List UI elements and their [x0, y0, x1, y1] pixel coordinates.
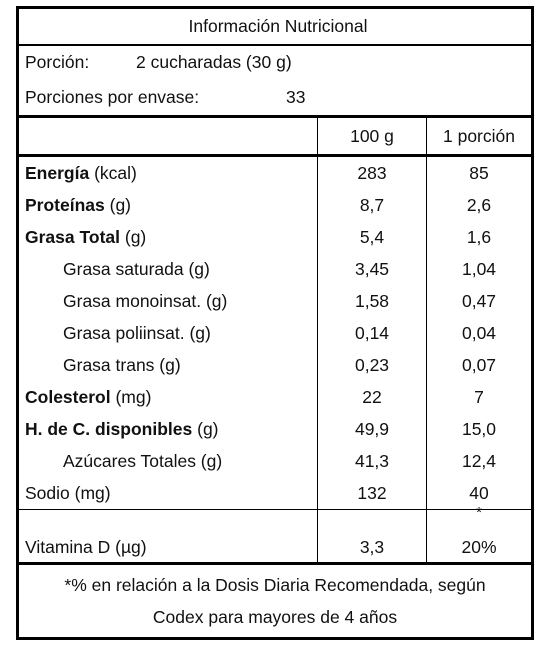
- value-100g: 283: [317, 155, 427, 189]
- vitamin-portion: 20%: [461, 537, 497, 557]
- value-100g: 3,45: [317, 253, 427, 285]
- servings-row: Porciones por envase: 33: [17, 79, 533, 118]
- nutrient-row: Energía (kcal) 283 85: [17, 155, 533, 189]
- nutrient-unit: (mg): [115, 386, 152, 407]
- nutrient-unit: (g): [124, 226, 147, 247]
- value-100g: 8,7: [317, 189, 427, 221]
- footnote-line: *% en relación a la Dosis Diaria Recomen…: [64, 575, 486, 595]
- vitamin-100g: 3,3: [317, 509, 427, 564]
- value-100g: 0,14: [317, 317, 427, 349]
- nutrient-name: H. de C. disponibles (g): [17, 413, 318, 445]
- nutrient-label: Grasa Total: [25, 226, 120, 247]
- serving-value: 2 cucharadas (30 g): [136, 52, 292, 72]
- value-portion: 7: [426, 381, 533, 413]
- column-header: 100 g: [317, 116, 427, 157]
- nutrient-row: Grasa saturada (g) 3,45 1,04: [17, 253, 533, 285]
- value-100g: 41,3: [317, 445, 427, 477]
- nutrient-row: Grasa poliinsat. (g) 0,14 0,04: [17, 317, 533, 349]
- nutrient-row: Sodio (mg) 132 40: [17, 477, 533, 510]
- nutrient-unit: (g): [197, 418, 219, 439]
- servings-label: Porciones por envase:: [25, 86, 200, 107]
- nutrient-row: Proteínas (g) 8,7 2,6: [17, 189, 533, 221]
- value-portion: 0,07: [426, 349, 533, 381]
- serving-row: Porción: 2 cucharadas (30 g): [18, 45, 533, 79]
- nutrient-name: Grasa trans (g): [17, 349, 318, 381]
- nutrient-label: Energía: [25, 162, 90, 183]
- value-portion: 2,6: [426, 189, 533, 221]
- nutrient-name: Sodio (mg): [17, 477, 318, 510]
- nutrient-name: Grasa Total (g): [17, 221, 318, 253]
- nutrient-name: Grasa poliinsat. (g): [17, 317, 318, 349]
- nutrient-name: Grasa saturada (g): [17, 253, 318, 285]
- value-100g: 0,23: [317, 349, 427, 381]
- value-portion: 0,04: [426, 317, 533, 349]
- nutrient-name: Energía (kcal): [17, 155, 318, 189]
- nutrient-row: Colesterol (mg) 22 7: [17, 381, 533, 413]
- header-row: 100 g 1 porción: [17, 116, 533, 157]
- nutrient-row: H. de C. disponibles (g) 49,9 15,0: [17, 413, 533, 445]
- value-portion: 12,4: [426, 445, 533, 477]
- value-portion: 1,04: [426, 253, 533, 285]
- nutrient-row: Grasa monoinsat. (g) 1,58 0,47: [17, 285, 533, 317]
- value-portion: 40: [426, 477, 533, 510]
- nutrient-name: Azúcares Totales (g): [17, 445, 318, 477]
- nutrient-name: Colesterol (mg): [17, 381, 318, 413]
- nutrient-name: Grasa monoinsat. (g): [17, 285, 318, 317]
- nutrient-row: Azúcares Totales (g) 41,3 12,4: [17, 445, 533, 477]
- value-portion: 1,6: [426, 221, 533, 253]
- value-100g: 1,58: [317, 285, 427, 317]
- vitamin-portion-cell: * 20%: [426, 504, 533, 564]
- nutrient-unit: (kcal): [94, 162, 137, 183]
- vitamin-marker: *: [476, 504, 482, 521]
- value-portion: 0,47: [426, 285, 533, 317]
- nutrient-unit: (g): [109, 194, 132, 215]
- servings: Porciones por envase: 33: [17, 79, 533, 118]
- nutrient-label: Colesterol: [25, 386, 111, 407]
- nutrition-table: Información Nutricional Porción: 2 cuchar…: [16, 6, 534, 640]
- value-100g: 22: [317, 381, 427, 413]
- title-row: Información Nutricional: [17, 7, 533, 46]
- title: Información Nutricional: [17, 7, 533, 46]
- value-100g: 5,4: [317, 221, 427, 253]
- footnote: *% en relación a la Dosis Diaria Recomen…: [17, 562, 533, 639]
- serving: Porción: 2 cucharadas (30 g): [18, 45, 533, 79]
- header-empty: [17, 116, 318, 157]
- footnote-row: *% en relación a la Dosis Diaria Recomen…: [17, 562, 533, 639]
- servings-value: 33: [286, 86, 306, 107]
- nutrient-label: Proteínas: [25, 194, 105, 215]
- value-portion: 15,0: [426, 413, 533, 445]
- serving-label: Porción:: [25, 52, 90, 72]
- column-header: 1 porción: [426, 116, 533, 157]
- vitamin-name: Vitamina D (µg): [17, 509, 318, 564]
- value-100g: 132: [317, 477, 427, 510]
- nutrient-label: H. de C. disponibles: [25, 418, 193, 439]
- vitamin-row: Vitamina D (µg) 3,3 * 20%: [17, 504, 533, 564]
- value-100g: 49,9: [317, 413, 427, 445]
- footnote-line: Codex para mayores de 4 años: [152, 607, 398, 627]
- nutrient-row: Grasa Total (g) 5,4 1,6: [17, 221, 533, 253]
- value-portion: 85: [426, 155, 533, 189]
- nutrient-name: Proteínas (g): [17, 189, 318, 221]
- nutrient-row: Grasa trans (g) 0,23 0,07: [17, 349, 533, 381]
